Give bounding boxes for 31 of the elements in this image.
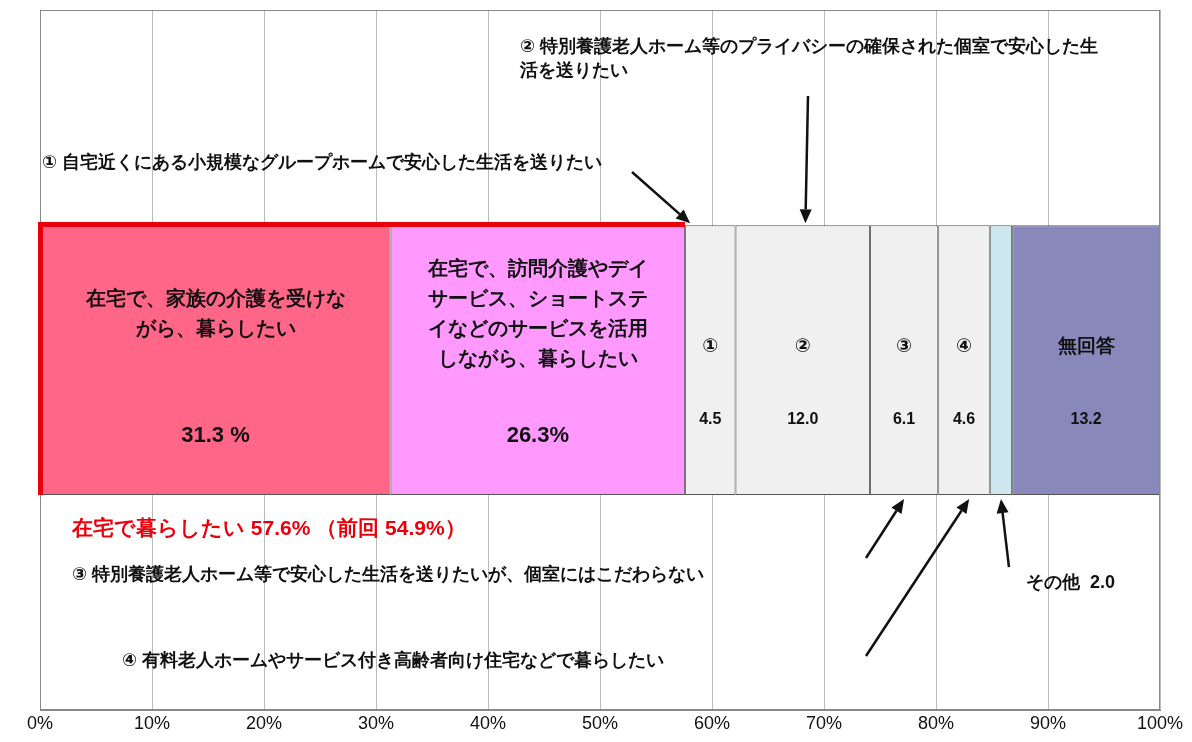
series-label: 在宅で、家族の介護を受けながら、暮らしたい [84,286,346,339]
text: ③ 特別養護老人ホーム等で安心した生活を送りたいが、個室にはこだわらない [72,563,706,586]
x-tick-label: 40% [469,713,507,734]
series-label: ③ [896,334,913,356]
x-tick-label: 30% [357,713,395,734]
x-tick-label: 70% [805,713,843,734]
x-tick-label: 10% [133,713,171,734]
series-label: 在宅で、訪問介護やデイサービス、ショートステイなどのサービスを活用しながら、暮らしたい [426,256,648,369]
x-tick-label: 20% [245,713,283,734]
x-tick-label: 0% [26,713,54,734]
text: ② 特別養護老人ホーム等のプライバシーの確保された個室で安心した生活を送りたい [520,35,1100,82]
series-label: 無回答 [1056,334,1115,356]
x-tick-label: 100% [1136,713,1184,734]
x-tick-label: 90% [1029,713,1067,734]
text: その他 2.0 [1025,572,1115,592]
x-tick-label: 60% [693,713,731,734]
data-label: 31.3 % [181,421,250,447]
series-label: ① [702,334,719,356]
text: ④ 有料老人ホームやサービス付き高齢者向け住宅などで暮らしたい [122,649,666,672]
data-label: 4.6 [952,409,976,427]
text: ① 自宅近くにある小規模なグループホームで安心した生活を送りたい [42,151,604,174]
data-label: 12.0 [787,409,819,427]
data-label: 6.1 [892,409,916,427]
x-tick-label: 80% [917,713,955,734]
data-label: 4.5 [699,409,722,427]
data-label: 26.3% [506,421,570,447]
data-label: 13.2 [1070,409,1102,427]
series-label: ④ [955,334,973,356]
series-label: ② [794,334,811,356]
text: 在宅で暮らしたい 57.6% （前回 54.9%） [72,516,467,540]
x-tick-label: 50% [581,713,619,734]
